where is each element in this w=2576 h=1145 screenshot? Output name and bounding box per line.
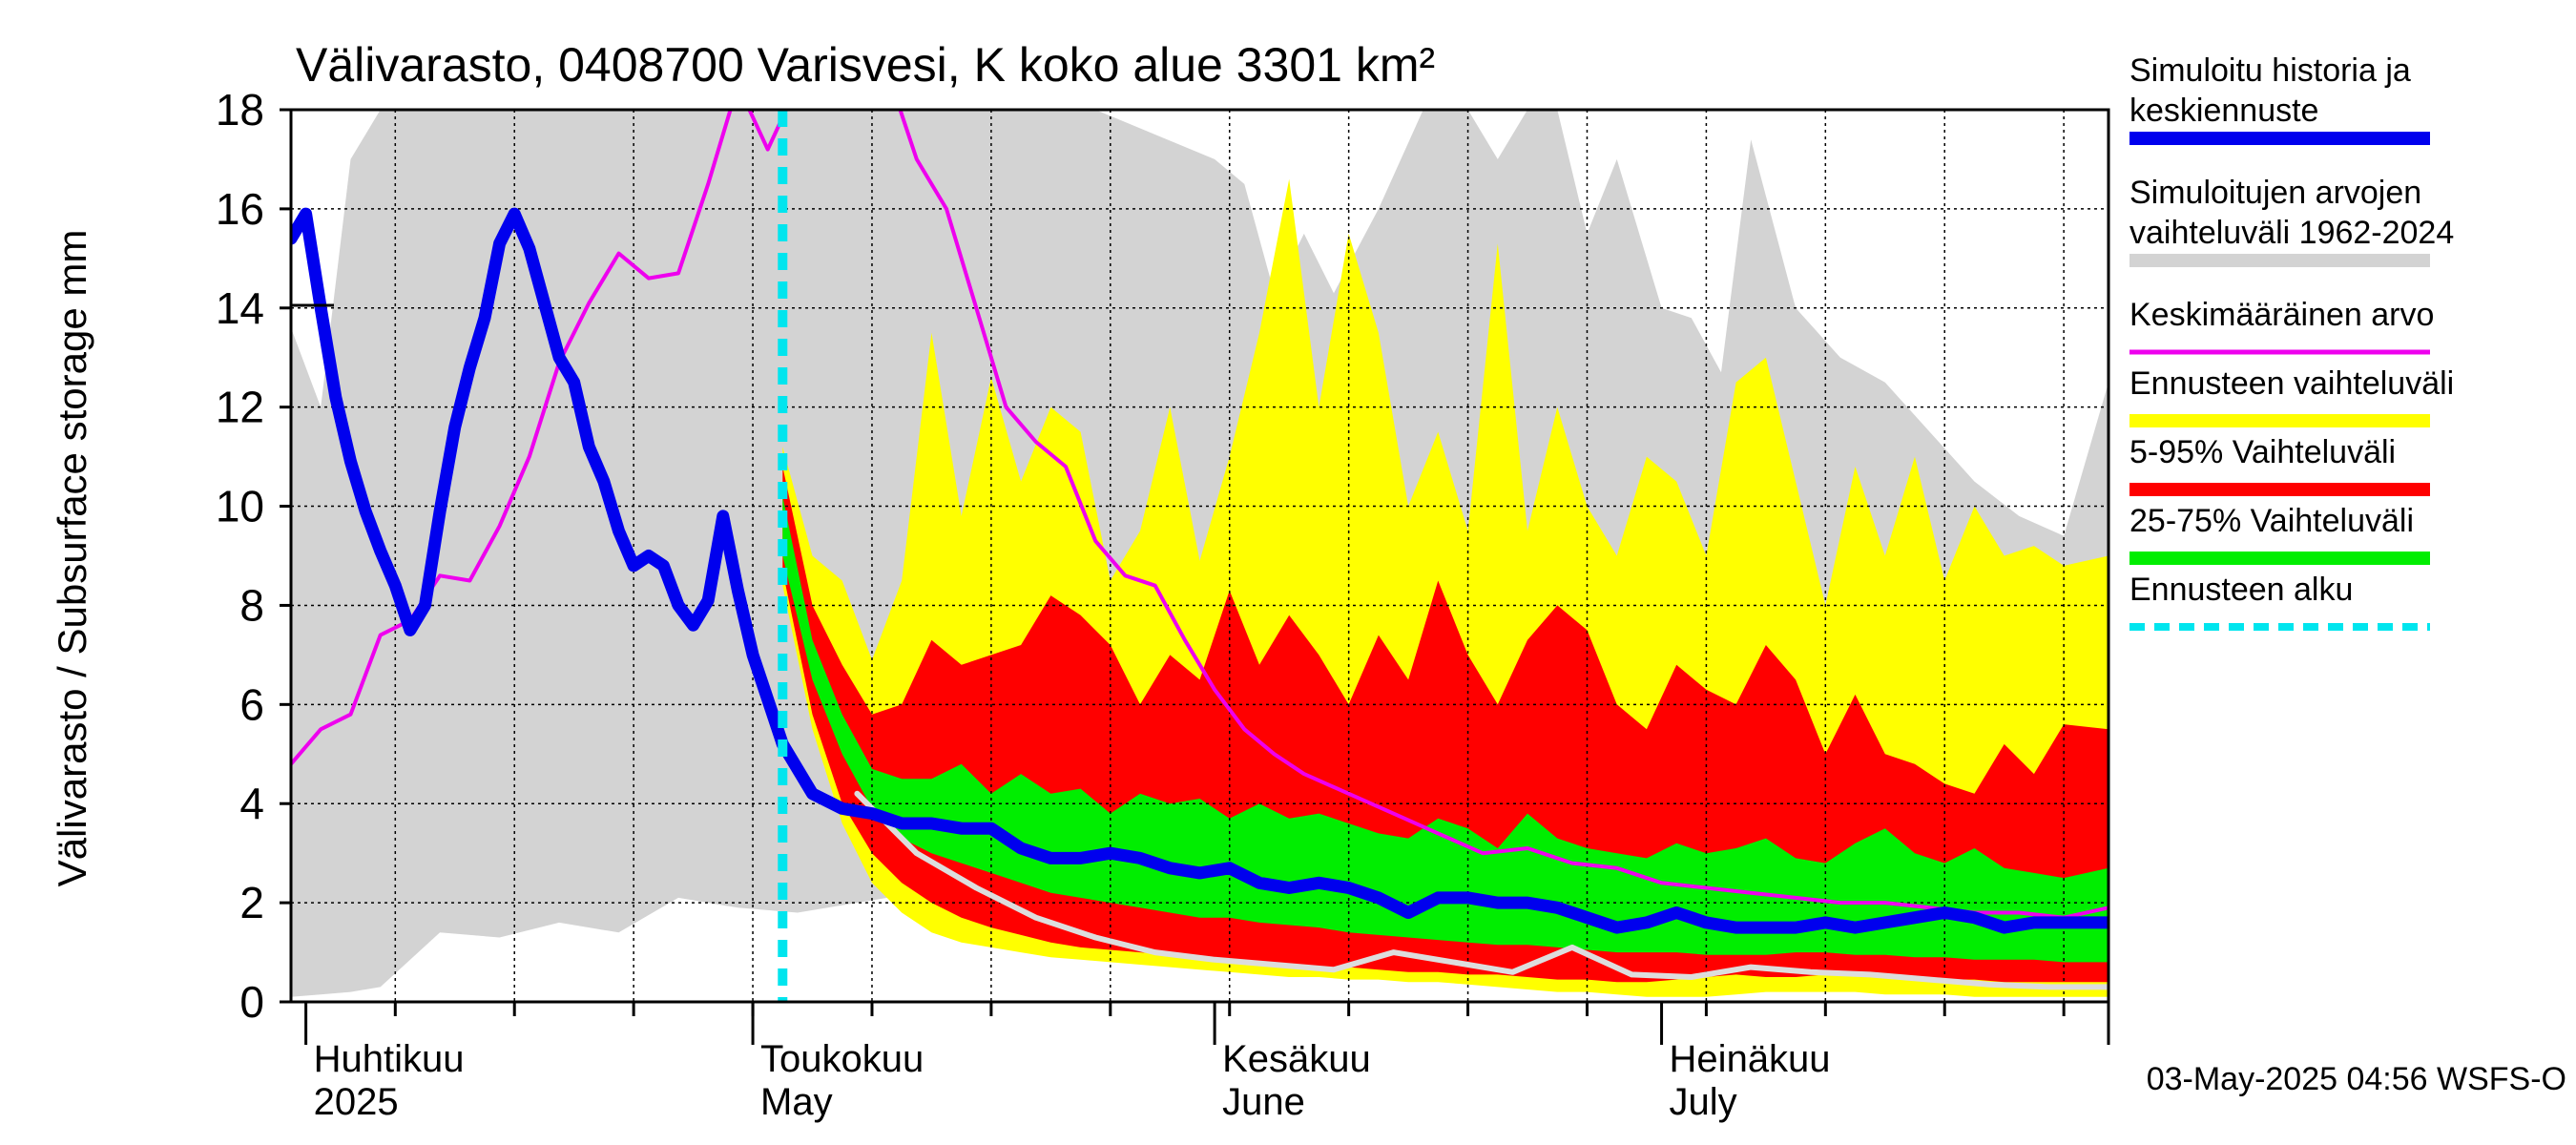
y-tick-label: 6 (239, 679, 264, 729)
month-label-fi: Kesäkuu (1222, 1038, 1371, 1080)
legend-label: Ennusteen alku (2129, 572, 2353, 608)
month-label-en: May (760, 1081, 833, 1123)
y-tick-label: 2 (239, 878, 264, 927)
y-tick-label: 16 (216, 184, 264, 234)
y-tick-label: 14 (216, 283, 264, 333)
y-tick-label: 4 (239, 779, 264, 828)
chart-legend: Simuloitu historia ja keskiennuste Simuloi… (2129, 52, 2454, 631)
chart-bands (291, 110, 2109, 997)
y-tick-label: 8 (239, 580, 264, 630)
legend-label-2: vaihteluväli 1962-2024 (2129, 215, 2454, 251)
plot-frame (289, 108, 2110, 1004)
footer-timestamp: 03-May-2025 04:56 WSFS-O (2147, 1061, 2566, 1097)
y-tick-label: 0 (239, 977, 264, 1027)
axis-bracket (291, 108, 334, 307)
y-tick-label: 18 (216, 85, 264, 135)
legend-label: 5-95% Vaihteluväli (2129, 434, 2396, 470)
forecast-low-line (854, 790, 2109, 990)
month-label-en: June (1222, 1081, 1305, 1123)
legend-label: Keskimääräinen arvo (2129, 297, 2434, 333)
y-tick-label: 12 (216, 383, 264, 432)
median-history-line (291, 207, 2109, 934)
y-axis-label: Välivarasto / Subsurface storage mm (50, 230, 94, 887)
month-label-en: 2025 (314, 1081, 399, 1123)
mean-value-line (291, 110, 2109, 920)
chart-title: Välivarasto, 0408700 Varisvesi, K koko a… (296, 38, 1435, 92)
chart-lines (291, 110, 2109, 1002)
month-label-fi: Huhtikuu (314, 1038, 465, 1080)
chart-frame (289, 108, 2110, 1004)
legend-label: 25-75% Vaihteluväli (2129, 503, 2414, 539)
y-tick-label: 10 (216, 482, 264, 531)
p25-75-band (782, 496, 2109, 963)
legend-label-2: keskiennuste (2129, 93, 2318, 129)
legend-label: Ennusteen vaihteluväli (2129, 365, 2454, 402)
month-label-en: July (1670, 1081, 1737, 1123)
month-label-fi: Toukokuu (760, 1038, 924, 1080)
legend-label: Simuloitujen arvojen (2129, 175, 2421, 211)
legend-label: Simuloitu historia ja (2129, 52, 2411, 89)
month-label-fi: Heinäkuu (1670, 1038, 1831, 1080)
